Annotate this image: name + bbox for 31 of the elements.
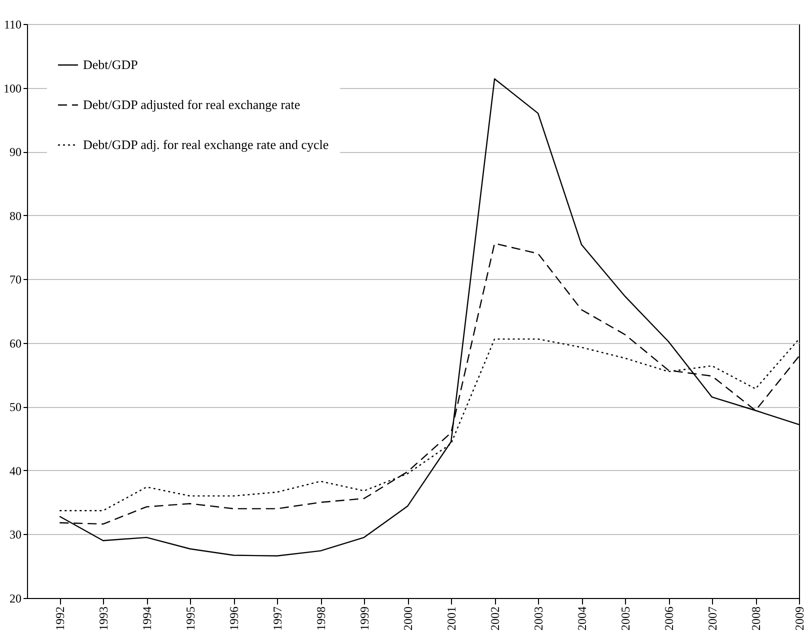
- x-tick-label: 1997: [270, 606, 285, 630]
- y-tick-label: 100: [4, 81, 22, 96]
- y-tick-label: 60: [10, 336, 22, 350]
- x-tick-label: 2006: [662, 606, 676, 630]
- x-tick-label: 2003: [532, 606, 546, 630]
- x-tick-label: 2000: [401, 606, 416, 630]
- x-tick-label: 1993: [96, 606, 111, 630]
- x-tick-label: 2008: [749, 606, 764, 630]
- x-tick-label: 2002: [488, 606, 502, 630]
- x-tick-label: 1999: [358, 606, 372, 630]
- y-tick-label: 40: [10, 464, 22, 478]
- x-tick-label: 1994: [140, 606, 154, 630]
- x-tick-label: 1992: [53, 606, 68, 630]
- x-tick-label: 1998: [314, 606, 328, 630]
- legend-label: Debt/GDP adjusted for real exchange rate: [83, 97, 300, 112]
- x-tick-label: 2005: [618, 606, 633, 630]
- legend-label: Debt/GDP adj. for real exchange rate and cycle: [83, 137, 329, 152]
- y-tick-label: 80: [10, 208, 22, 223]
- x-tick-label: 2001: [444, 606, 459, 630]
- y-tick-label: 110: [4, 18, 22, 32]
- x-tick-label: 1996: [227, 606, 242, 630]
- x-tick-label: 1995: [184, 606, 198, 630]
- x-tick-label: 2004: [575, 606, 590, 630]
- y-tick-label: 20: [10, 592, 22, 606]
- y-tick-label: 70: [10, 272, 22, 287]
- x-tick-label: 2007: [706, 606, 720, 630]
- y-tick-label: 50: [10, 400, 22, 414]
- y-tick-label: 30: [10, 528, 22, 542]
- y-tick-label: 90: [10, 145, 22, 160]
- legend-label: Debt/GDP: [83, 57, 138, 72]
- x-tick-label: 2009: [792, 606, 806, 630]
